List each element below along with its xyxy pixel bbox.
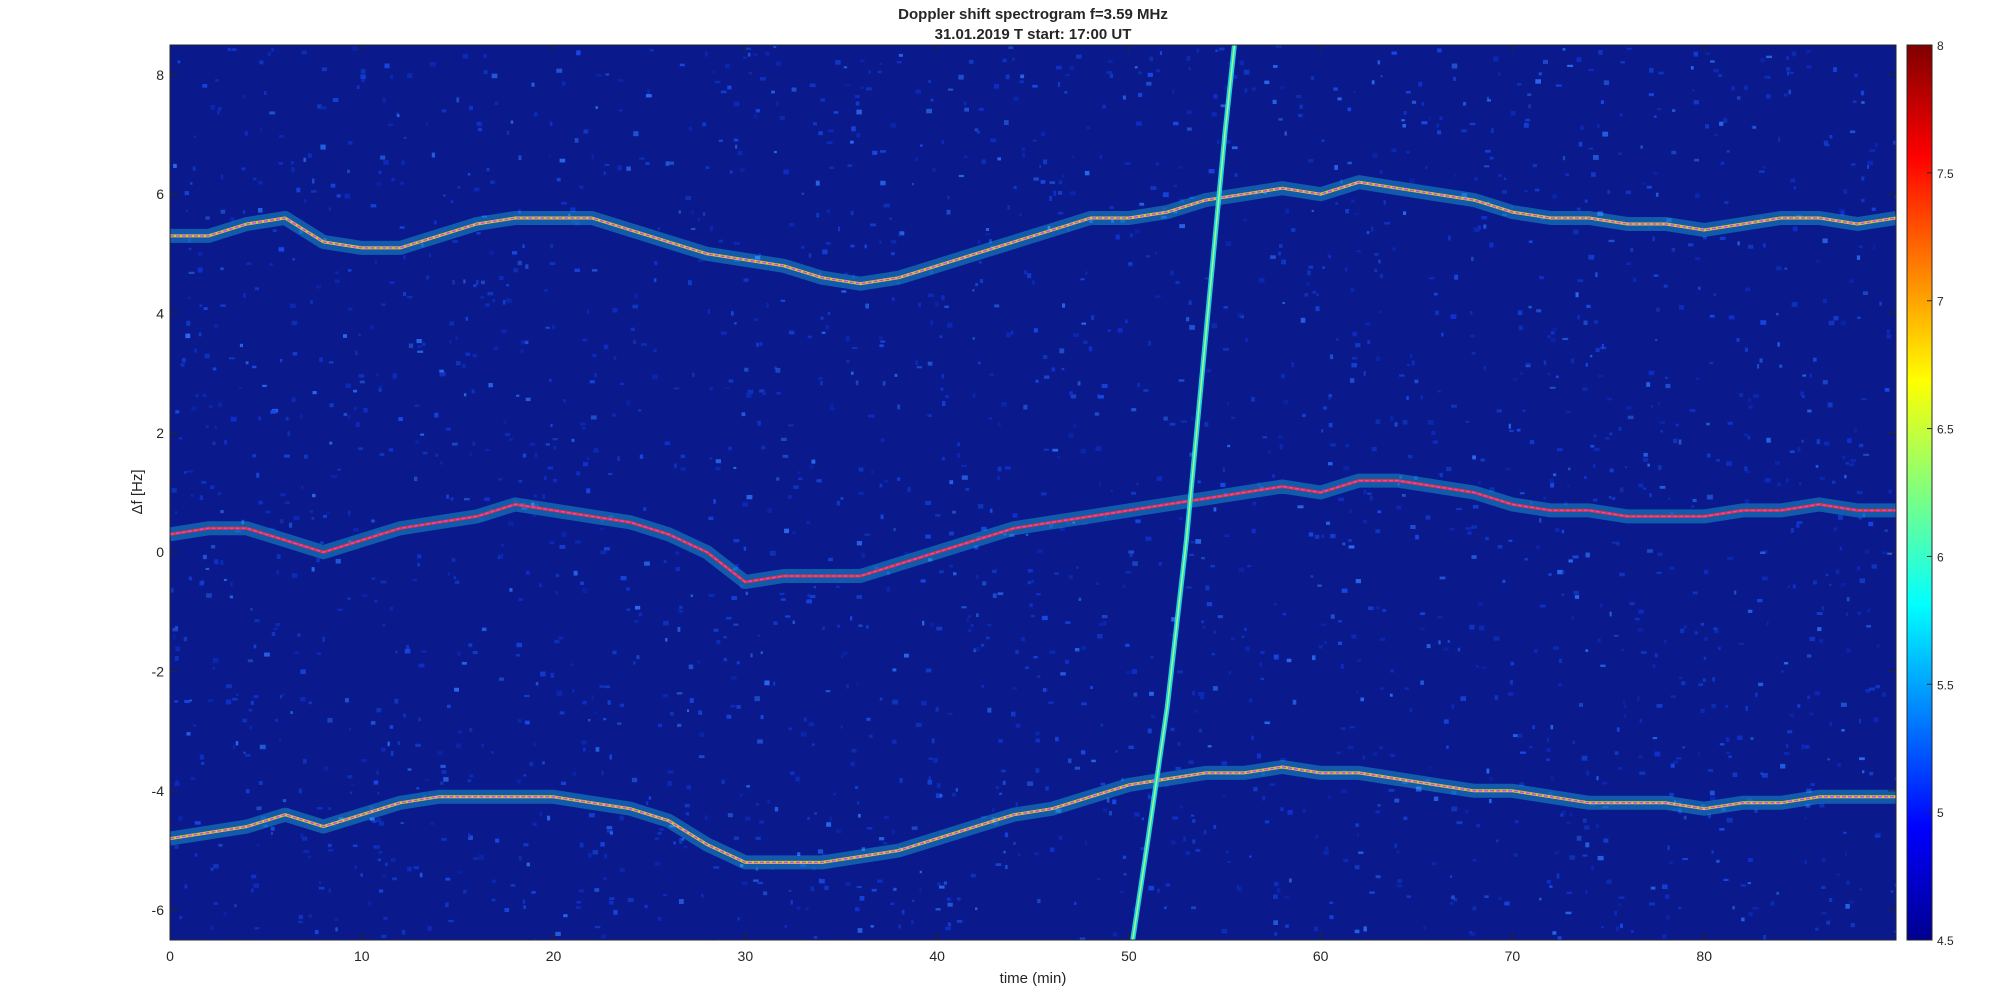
x-tick-label: 10: [354, 948, 370, 964]
x-tick-label: 40: [929, 948, 945, 964]
colorbar: [1906, 44, 1933, 941]
x-tick-label: 70: [1505, 948, 1521, 964]
trace-fit-3: [170, 766, 1896, 864]
y-axis: 8 6 4 2 0 -2 -4 -6: [152, 67, 1896, 918]
x-tick-label: 80: [1696, 948, 1712, 964]
x-axis-label: time (min): [1000, 970, 1067, 987]
signal-traces: [170, 45, 1896, 940]
spectrogram-noise: [171, 45, 1896, 940]
trace-fit-1: [170, 181, 1896, 285]
x-tick-label: 50: [1121, 948, 1137, 964]
x-tick-label: 60: [1313, 948, 1329, 964]
chart-subtitle: 31.01.2019 T start: 17:00 UT: [935, 26, 1132, 43]
y-tick-label: 6: [156, 186, 164, 202]
x-axis: 0 10 20 30 40 50 60 70 80: [166, 45, 1712, 964]
colorbar-tick-label: 8: [1937, 39, 1944, 53]
x-tick-label: 20: [546, 948, 562, 964]
plot-frame: [169, 44, 1897, 941]
colorbar-tick-label: 7.5: [1937, 167, 1954, 181]
colorbar-tick-label: 5.5: [1937, 678, 1954, 692]
y-tick-label: 4: [156, 306, 164, 322]
colorbar-tick-label: 6.5: [1937, 423, 1954, 437]
y-tick-label: -2: [152, 664, 165, 680]
y-tick-label: 2: [156, 425, 164, 441]
y-tick-label: -6: [152, 902, 165, 918]
x-tick-label: 30: [738, 948, 754, 964]
plot-area: [170, 45, 1896, 940]
chart-title: Doppler shift spectrogram f=3.59 MHz: [898, 6, 1168, 23]
colorbar-axis: 8 7.5 7 6.5 6 5.5 5 4.5: [1927, 39, 1954, 948]
sweep-trace-core: [1131, 45, 1236, 940]
x-tick-label: 0: [166, 948, 174, 964]
y-tick-label: 8: [156, 67, 164, 83]
colorbar-tick-label: 7: [1937, 295, 1944, 309]
trace-fit-2: [170, 479, 1896, 583]
y-tick-label: 0: [156, 544, 164, 560]
y-axis-label: Δf [Hz]: [129, 469, 146, 514]
y-tick-label: -4: [152, 783, 165, 799]
colorbar-tick-label: 6: [1937, 550, 1944, 564]
colorbar-tick-label: 5: [1937, 806, 1944, 820]
colorbar-tick-label: 4.5: [1937, 934, 1954, 948]
